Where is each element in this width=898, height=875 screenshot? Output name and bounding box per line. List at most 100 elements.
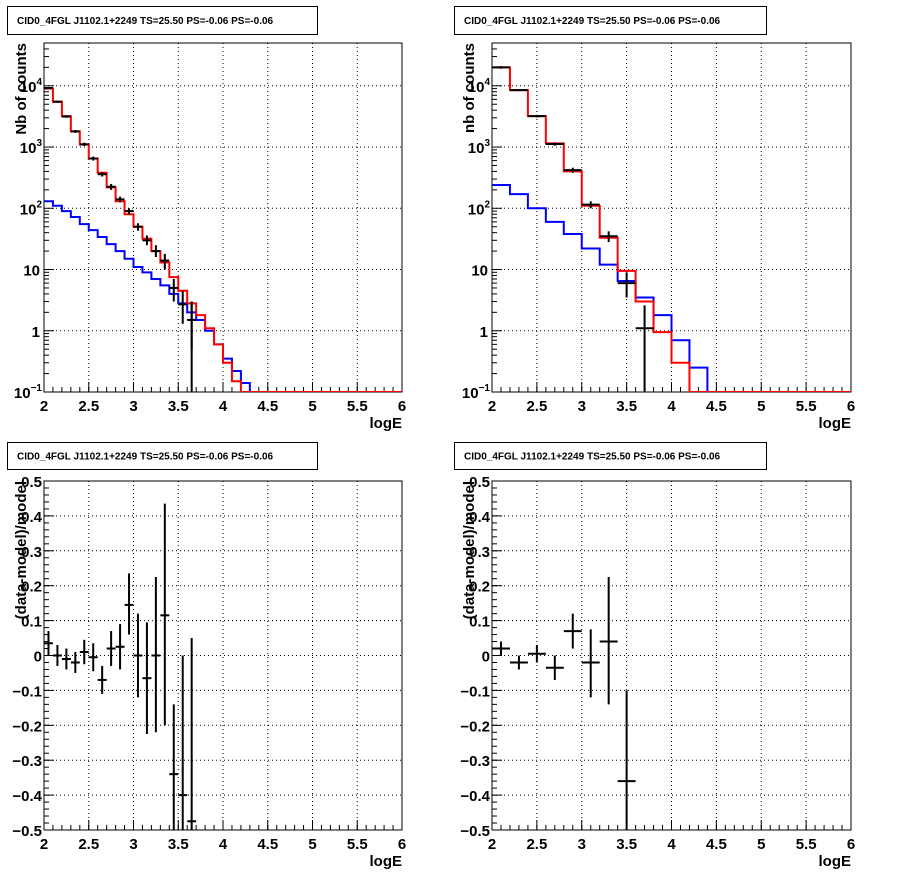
y-tick-label: −0.3 [460,753,490,770]
y-tick-text: 1 [32,324,40,341]
chart-title: CID0_4FGL J1102.1+2249 TS=25.50 PS=-0.06… [464,452,721,463]
y-tick-label: 10 [471,263,488,280]
y-tick-label: 0.4 [469,509,491,526]
x-tick-label: 3 [578,836,586,853]
total-model-histogram [44,87,402,392]
y-tick-label: 0.2 [469,579,490,596]
x-tick-label: 6 [847,836,855,853]
y-tick-label: −0.5 [12,823,42,840]
x-tick-label: 5 [308,836,316,853]
total-model-histogram [492,66,851,392]
x-tick-label: 5.5 [796,836,817,853]
y-tick-label: 1 [32,324,40,341]
chart-panel-bottom-right: CID0_4FGL J1102.1+2249 TS=25.50 PS=-0.06… [454,442,855,870]
x-tick-label: 2.5 [78,836,99,853]
x-tick-label: 4.5 [706,398,727,415]
plot-data-area [492,66,851,392]
y-tick-label: 10 [23,263,40,280]
y-tick-exponent: −1 [31,383,43,394]
x-tick-label: 5 [308,398,316,415]
x-tick-label: 2.5 [526,398,547,415]
chart-panel-bottom-left: CID0_4FGL J1102.1+2249 TS=25.50 PS=-0.06… [7,442,406,870]
x-tick-label: 4.5 [257,836,278,853]
x-tick-label: 6 [847,398,855,415]
chart-panel-top-left: CID0_4FGL J1102.1+2249 TS=25.50 PS=-0.06… [7,6,406,432]
y-tick-label: −0.2 [460,718,490,735]
y-tick-exponent: 4 [484,77,490,88]
source-model-histogram [44,200,402,392]
x-tick-label: 4.5 [257,398,278,415]
x-axis-label: logE [370,415,403,432]
y-tick-label: 104 [468,77,491,96]
y-tick-label: 0 [34,649,42,666]
y-tick-label: −0.1 [460,683,490,700]
chart-title: CID0_4FGL J1102.1+2249 TS=25.50 PS=-0.06… [464,16,721,27]
y-tick-base: 10 [462,385,479,402]
x-tick-label: 2 [488,398,496,415]
x-tick-label: 2.5 [526,836,547,853]
y-tick-exponent: 3 [484,138,490,149]
y-tick-base: 10 [14,385,31,402]
y-tick-label: 0.1 [21,614,42,631]
x-tick-label: 3.5 [168,836,189,853]
x-tick-label: 2 [488,836,496,853]
x-tick-label: 2 [40,836,48,853]
chart-panel-top-right: CID0_4FGL J1102.1+2249 TS=25.50 PS=-0.06… [454,6,855,432]
y-tick-label: 10−1 [462,383,491,402]
x-tick-label: 5.5 [347,836,368,853]
x-tick-label: 4 [667,398,676,415]
x-tick-label: 2 [40,398,48,415]
x-axis-label: logE [819,415,852,432]
plot-data-area [492,576,636,830]
x-tick-label: 6 [398,836,406,853]
y-axis-label: (data-model)/model [461,481,478,619]
x-tick-label: 5 [757,398,765,415]
x-tick-label: 4.5 [706,836,727,853]
x-tick-label: 3.5 [616,836,637,853]
y-tick-label: 0.2 [21,579,42,596]
x-tick-label: 5.5 [796,398,817,415]
y-tick-label: −0.3 [12,753,42,770]
y-tick-exponent: 2 [36,199,42,210]
chart-title-box [454,6,767,35]
x-axis-label: logE [819,853,852,870]
y-tick-label: 0.3 [21,544,42,561]
y-tick-base: 10 [20,79,37,96]
y-tick-label: 103 [468,138,491,157]
plot-data-area [44,503,197,830]
chart-title-box [7,6,318,35]
y-tick-label: 0.1 [469,614,490,631]
y-tick-label: 1 [480,324,488,341]
x-tick-label: 3 [129,836,137,853]
y-tick-base: 10 [20,140,37,157]
x-tick-label: 4 [667,836,676,853]
y-tick-label: 0.5 [469,474,490,491]
y-tick-label: 102 [20,199,43,218]
y-tick-label: 104 [20,77,43,96]
y-tick-label: 103 [20,138,43,157]
y-tick-label: −0.1 [12,683,42,700]
x-tick-label: 6 [398,398,406,415]
chart-title: CID0_4FGL J1102.1+2249 TS=25.50 PS=-0.06… [17,452,274,463]
y-tick-text: 1 [480,324,488,341]
y-axis-label: (data-model)/model [13,481,30,619]
y-tick-label: 0 [482,649,490,666]
x-tick-label: 3 [129,398,137,415]
y-tick-base: 10 [20,201,37,218]
x-tick-label: 2.5 [78,398,99,415]
x-tick-label: 4 [219,836,228,853]
y-tick-label: −0.4 [12,788,42,805]
y-tick-exponent: 2 [484,199,490,210]
y-tick-base: 10 [468,79,485,96]
y-tick-label: −0.5 [460,823,490,840]
y-axis-label: nb of counts [461,43,478,133]
y-tick-label: −0.2 [12,718,42,735]
plot-data-area [44,87,402,392]
chart-title-box [454,442,767,470]
x-axis-label: logE [370,853,403,870]
chart-title-box [7,442,318,470]
y-tick-exponent: 3 [36,138,42,149]
chart-title: CID0_4FGL J1102.1+2249 TS=25.50 PS=-0.06… [17,16,274,27]
x-tick-label: 3.5 [168,398,189,415]
